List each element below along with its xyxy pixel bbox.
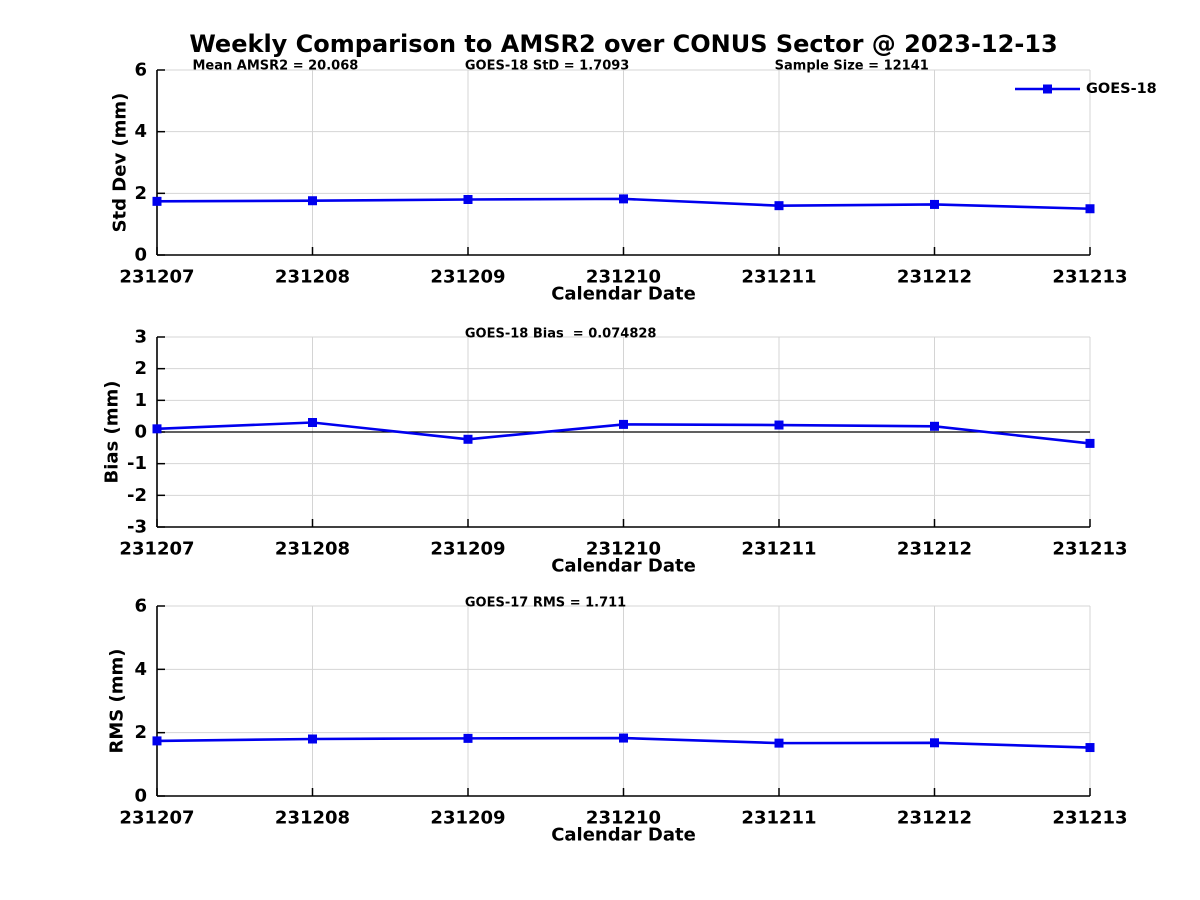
subplot-rms: 0 2 4 6 231207 231208 231209 231210 231211 231212… xyxy=(107,596,1128,846)
x-tick-label: 231213 xyxy=(1052,808,1127,829)
x-tick-label: 231211 xyxy=(741,539,816,560)
data-point-marker xyxy=(308,196,317,206)
y-axis-label: Std Dev (mm) xyxy=(110,93,131,233)
data-point-marker xyxy=(463,434,473,444)
data-point-marker xyxy=(774,738,784,748)
y-tick-label: 6 xyxy=(134,60,147,81)
data-point-marker xyxy=(152,196,162,206)
y-tick-label: 0 xyxy=(134,422,147,443)
data-point-marker xyxy=(1085,438,1095,448)
data-point-marker xyxy=(774,420,784,430)
x-tick-label: 231208 xyxy=(275,808,350,829)
x-tick-label: 231212 xyxy=(897,267,972,288)
x-tick-label: 231207 xyxy=(119,808,194,829)
y-tick-label: -3 xyxy=(127,517,147,538)
y-tick-label: 4 xyxy=(134,121,147,142)
data-point-marker xyxy=(152,736,162,746)
y-tick-label: 6 xyxy=(134,596,147,617)
legend-label: GOES-18 xyxy=(1086,81,1157,97)
x-tick-label: 231208 xyxy=(275,539,350,560)
x-tick-label: 231212 xyxy=(897,539,972,560)
data-point-marker xyxy=(930,199,939,209)
x-axis-label: Calendar Date xyxy=(551,825,696,846)
annotation: GOES-18 StD = 1.7093 xyxy=(465,59,629,74)
x-tick-label: 231209 xyxy=(430,539,505,560)
x-axis-label: Calendar Date xyxy=(551,284,696,305)
x-tick-label: 231211 xyxy=(741,267,816,288)
y-axis-label: RMS (mm) xyxy=(107,649,128,754)
data-point-marker xyxy=(152,424,162,434)
x-tick-label: 231210 xyxy=(586,539,661,560)
data-point-marker xyxy=(930,421,939,431)
data-point-marker xyxy=(619,419,628,429)
annotation: GOES-18 Bias = 0.074828 xyxy=(465,327,657,342)
x-tick-label: 231207 xyxy=(119,267,194,288)
y-tick-label: 4 xyxy=(134,659,147,680)
y-axis-label: Bias (mm) xyxy=(102,381,123,484)
x-tick-label: 231208 xyxy=(275,267,350,288)
x-tick-label: 231213 xyxy=(1052,539,1127,560)
annotation: Mean AMSR2 = 20.068 xyxy=(192,59,358,74)
x-tick-label: 231209 xyxy=(430,808,505,829)
data-point-marker xyxy=(1085,743,1095,753)
data-point-marker xyxy=(1085,204,1095,214)
chart-title: Weekly Comparison to AMSR2 over CONUS Se… xyxy=(189,30,1058,58)
x-tick-label: 231211 xyxy=(741,808,816,829)
data-point-marker xyxy=(774,201,784,211)
data-point-marker xyxy=(619,733,628,743)
x-tick-label: 231207 xyxy=(119,539,194,560)
annotation: GOES-17 RMS = 1.711 xyxy=(465,596,626,611)
x-tick-label: 231210 xyxy=(586,267,661,288)
y-tick-label: 2 xyxy=(134,722,147,743)
data-point-marker xyxy=(619,194,628,204)
x-tick-label: 231210 xyxy=(586,808,661,829)
y-tick-label: 3 xyxy=(134,327,147,348)
y-tick-label: 2 xyxy=(134,358,147,379)
subplot-std-dev: 0 2 4 6 231207 231208 231209 231210 231211 231212… xyxy=(110,59,1157,305)
y-tick-label: -2 xyxy=(127,485,147,506)
y-tick-label: 1 xyxy=(134,390,147,411)
y-tick-label: 0 xyxy=(134,245,147,266)
x-tick-label: 231213 xyxy=(1052,267,1127,288)
subplot-bias: -3 -2 -1 0 1 2 3 231207 231208 231209 231210 231211… xyxy=(102,327,1128,577)
y-tick-label: -1 xyxy=(127,453,147,474)
y-tick-label: 0 xyxy=(134,786,147,807)
data-point-marker xyxy=(308,734,317,744)
x-tick-label: 231212 xyxy=(897,808,972,829)
annotation: Sample Size = 12141 xyxy=(775,59,929,74)
data-point-marker xyxy=(930,738,939,748)
data-point-marker xyxy=(463,733,473,743)
x-axis-label: Calendar Date xyxy=(551,556,696,577)
data-point-marker xyxy=(463,195,473,204)
legend: GOES-18 xyxy=(1015,81,1157,97)
x-tick-label: 231209 xyxy=(430,267,505,288)
data-point-marker xyxy=(308,418,317,427)
legend-marker xyxy=(1043,84,1052,94)
y-tick-label: 2 xyxy=(134,183,147,204)
